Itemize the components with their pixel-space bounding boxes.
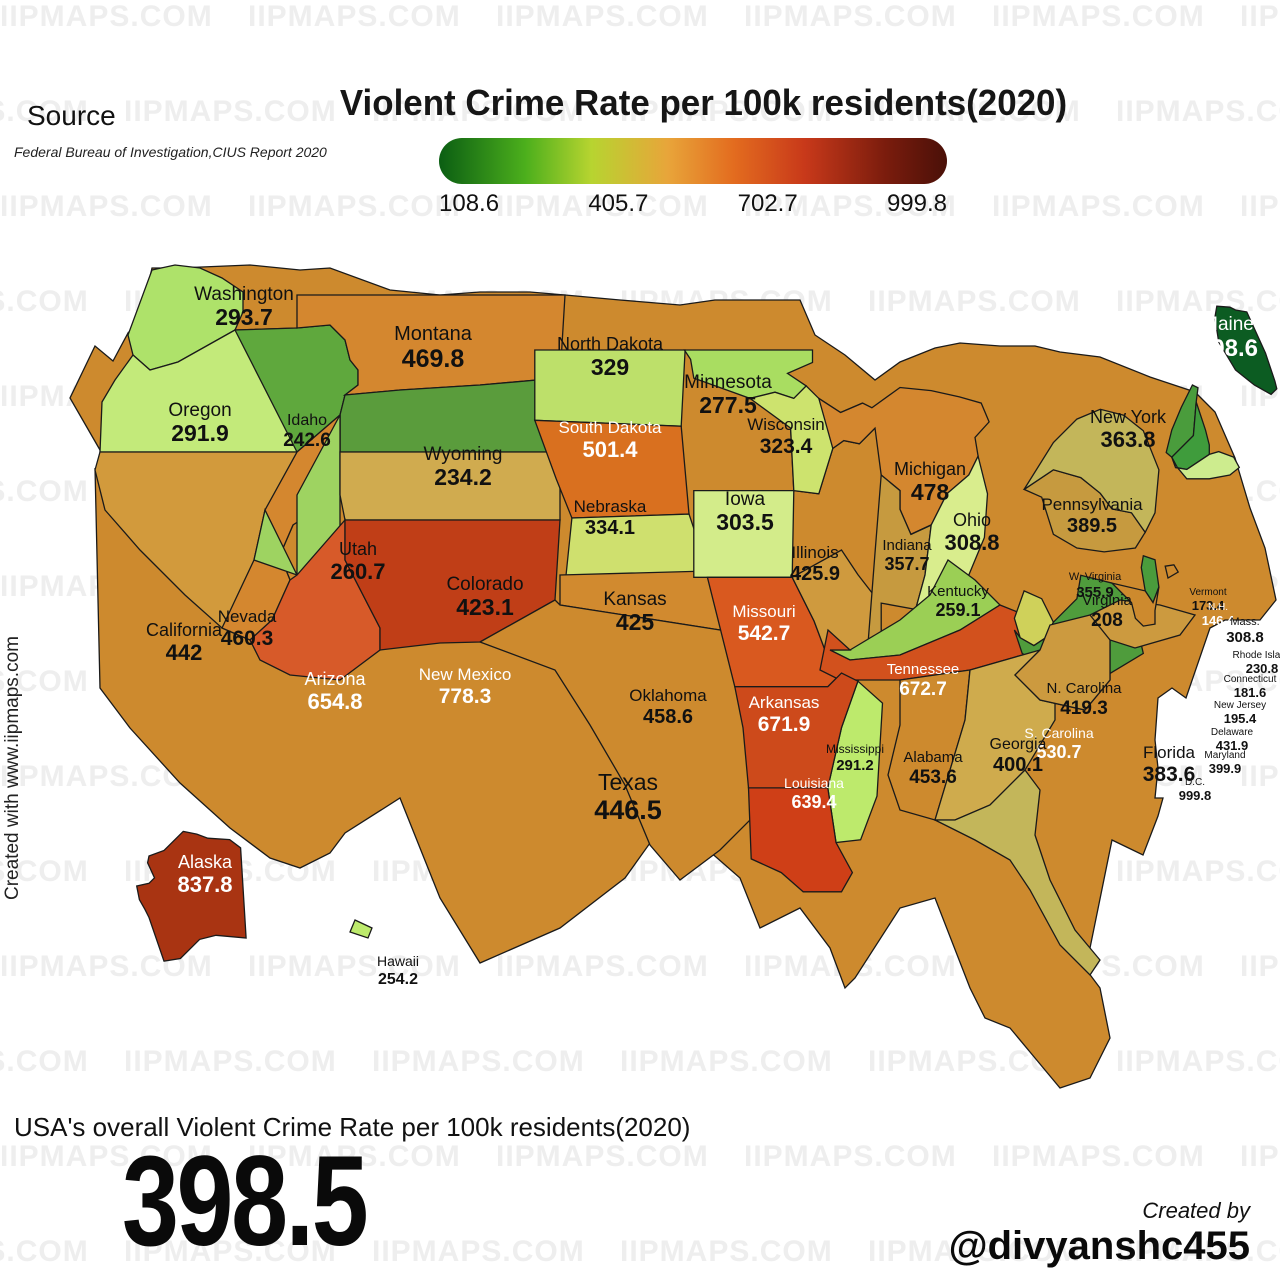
svg-text:Mississippi: Mississippi (826, 742, 884, 756)
svg-text:458.6: 458.6 (643, 706, 693, 728)
svg-text:242.6: 242.6 (283, 430, 331, 451)
svg-text:Nebraska: Nebraska (574, 497, 647, 516)
svg-text:291.2: 291.2 (836, 757, 874, 774)
svg-text:639.4: 639.4 (791, 792, 836, 812)
svg-text:208: 208 (1091, 610, 1123, 631)
svg-text:Mass.: Mass. (1230, 616, 1259, 628)
svg-text:469.8: 469.8 (402, 345, 465, 373)
svg-text:291.9: 291.9 (171, 420, 229, 446)
svg-text:195.4: 195.4 (1224, 711, 1257, 726)
svg-text:181.6: 181.6 (1234, 685, 1267, 700)
svg-text:234.2: 234.2 (434, 464, 492, 490)
svg-text:Alaska: Alaska (178, 852, 233, 872)
svg-text:259.1: 259.1 (935, 600, 980, 620)
svg-text:D.C.: D.C. (1185, 777, 1205, 788)
svg-text:308.8: 308.8 (1226, 629, 1264, 646)
svg-text:425.9: 425.9 (790, 563, 840, 585)
svg-text:Virginia: Virginia (1082, 592, 1132, 609)
svg-text:363.8: 363.8 (1100, 427, 1155, 452)
svg-text:Delaware: Delaware (1211, 727, 1254, 738)
svg-text:Indiana: Indiana (882, 537, 932, 554)
svg-text:Texas: Texas (598, 769, 658, 795)
svg-text:Oklahoma: Oklahoma (629, 686, 707, 705)
svg-text:Missouri: Missouri (732, 602, 795, 621)
svg-text:293.7: 293.7 (215, 304, 273, 330)
svg-text:Wyoming: Wyoming (423, 444, 502, 465)
svg-text:Arizona: Arizona (304, 669, 366, 689)
svg-text:Oregon: Oregon (168, 400, 231, 421)
svg-text:Pennsylvania: Pennsylvania (1041, 495, 1143, 514)
svg-text:Louisiana: Louisiana (784, 775, 844, 791)
svg-text:425: 425 (616, 609, 655, 635)
svg-text:New Mexico: New Mexico (419, 665, 512, 684)
svg-text:Maryland: Maryland (1204, 750, 1245, 761)
svg-text:Minnesota: Minnesota (684, 372, 772, 393)
svg-text:446.5: 446.5 (594, 795, 662, 825)
svg-text:Montana: Montana (394, 323, 473, 345)
svg-text:Connecticut: Connecticut (1224, 674, 1277, 685)
svg-text:Colorado: Colorado (446, 574, 523, 595)
svg-text:Wisconsin: Wisconsin (747, 415, 824, 434)
svg-text:Tennessee: Tennessee (887, 661, 960, 678)
svg-text:478: 478 (911, 479, 950, 505)
svg-text:260.7: 260.7 (330, 559, 385, 584)
svg-text:671.9: 671.9 (758, 713, 811, 736)
svg-text:999.8: 999.8 (1179, 788, 1212, 803)
svg-text:W. Virginia: W. Virginia (1069, 571, 1122, 583)
svg-text:Arkansas: Arkansas (749, 693, 820, 712)
svg-text:Florida: Florida (1143, 743, 1196, 762)
svg-text:672.7: 672.7 (899, 679, 947, 700)
svg-text:400.1: 400.1 (993, 754, 1043, 776)
svg-text:North Dakota: North Dakota (557, 334, 664, 354)
svg-text:New Jersey: New Jersey (1214, 700, 1266, 711)
svg-text:Vermont: Vermont (1189, 587, 1226, 598)
svg-text:654.8: 654.8 (307, 689, 362, 714)
svg-text:399.9: 399.9 (1209, 761, 1242, 776)
svg-text:South Dakota: South Dakota (558, 418, 662, 437)
svg-text:Illinois: Illinois (791, 543, 838, 562)
svg-text:442: 442 (166, 640, 203, 665)
svg-text:453.6: 453.6 (909, 767, 957, 788)
svg-text:542.7: 542.7 (738, 622, 791, 645)
svg-text:303.5: 303.5 (716, 509, 774, 535)
svg-text:Maine: Maine (1202, 314, 1254, 335)
svg-text:Michigan: Michigan (894, 459, 966, 479)
svg-text:460.3: 460.3 (221, 627, 274, 650)
svg-text:254.2: 254.2 (378, 971, 418, 988)
svg-text:Kansas: Kansas (603, 589, 666, 610)
svg-text:N.H.: N.H. (1208, 602, 1228, 613)
svg-text:308.8: 308.8 (944, 530, 999, 555)
svg-text:423.1: 423.1 (456, 594, 514, 620)
svg-text:334.1: 334.1 (585, 517, 635, 539)
svg-text:323.4: 323.4 (760, 435, 813, 458)
svg-text:108.6: 108.6 (1198, 335, 1258, 362)
svg-text:Utah: Utah (339, 539, 377, 559)
svg-text:Hawaii: Hawaii (377, 953, 419, 969)
svg-text:837.8: 837.8 (177, 872, 232, 897)
svg-text:Kentucky: Kentucky (927, 583, 989, 600)
svg-text:419.3: 419.3 (1060, 698, 1108, 719)
svg-text:N. Carolina: N. Carolina (1046, 680, 1122, 697)
svg-text:501.4: 501.4 (582, 437, 638, 462)
svg-text:389.5: 389.5 (1067, 515, 1117, 537)
svg-text:Rhode Island: Rhode Island (1233, 650, 1280, 661)
svg-text:778.3: 778.3 (439, 685, 492, 708)
svg-text:329: 329 (591, 354, 629, 380)
svg-text:Alabama: Alabama (903, 749, 963, 766)
svg-text:357.7: 357.7 (884, 554, 929, 574)
svg-text:Iowa: Iowa (725, 489, 766, 510)
svg-text:Washington: Washington (194, 284, 294, 305)
svg-text:Ohio: Ohio (953, 510, 991, 530)
svg-text:New York: New York (1090, 407, 1167, 427)
svg-text:Nevada: Nevada (218, 607, 277, 626)
svg-text:California: California (146, 620, 223, 640)
svg-text:Idaho: Idaho (287, 412, 327, 429)
svg-text:Georgia: Georgia (990, 736, 1047, 753)
